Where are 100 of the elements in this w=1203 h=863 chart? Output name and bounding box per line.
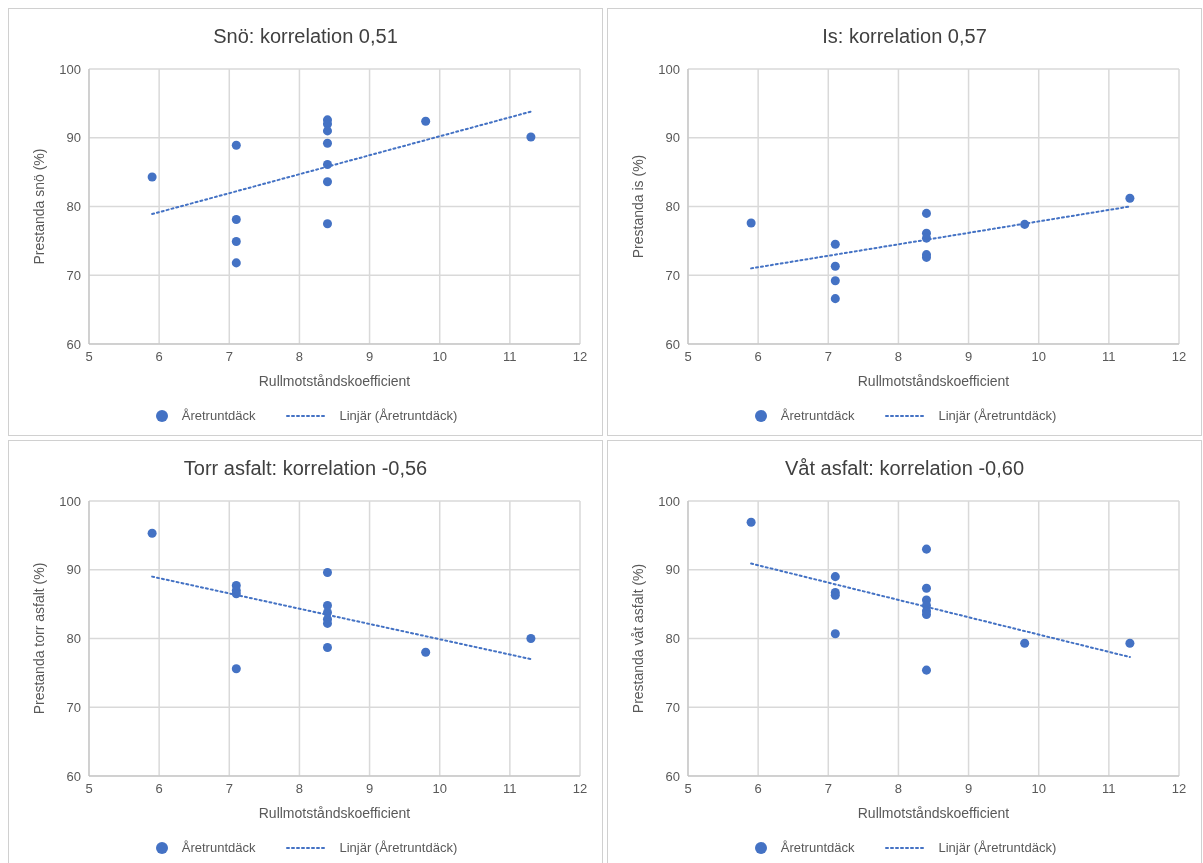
x-tick-label: 9 (964, 781, 973, 797)
x-tick-label: 7 (824, 781, 832, 797)
y-tick-label: 90 (66, 562, 81, 578)
point (526, 633, 536, 644)
y-axis-title: Prestanda snö (%) (30, 148, 47, 265)
legend-label: Åretruntdäck (780, 840, 855, 855)
x-tick-label: 8 (295, 781, 304, 797)
x-tick-label: 11 (503, 349, 517, 365)
point (830, 276, 840, 286)
x-tick-label: 10 (1031, 349, 1046, 365)
point (231, 664, 241, 674)
legend-label: Åretruntdäck (181, 408, 256, 423)
point (322, 567, 332, 578)
x-tick-label: 7 (824, 349, 832, 365)
x-tick-label: 10 (1031, 781, 1046, 797)
legend-label: Linjär (Åretruntdäck) (938, 840, 1057, 855)
chart-title: Våt asfalt: korrelation -0,60 (784, 457, 1025, 481)
point (322, 177, 332, 187)
x-tick-label: 6 (754, 349, 762, 365)
point (147, 528, 157, 538)
y-tick-label: 60 (66, 336, 81, 352)
x-tick-label: 5 (684, 781, 692, 797)
x-tick-label: 12 (1171, 349, 1187, 365)
point (526, 132, 536, 142)
point (830, 629, 840, 639)
x-tick-label: 9 (365, 349, 374, 365)
y-axis-title: Prestanda is (%) (629, 154, 646, 259)
x-tick-label: 10 (432, 781, 447, 797)
x-tick-label: 8 (894, 349, 903, 365)
point (1125, 193, 1135, 203)
legend-label: Åretruntdäck (181, 840, 256, 855)
point (1020, 638, 1030, 648)
y-tick-label: 90 (665, 130, 680, 146)
point (746, 218, 756, 228)
point (921, 208, 931, 218)
point (1125, 638, 1135, 648)
x-tick-label: 7 (225, 349, 233, 365)
point (830, 572, 840, 582)
x-tick-label: 11 (503, 781, 517, 797)
point (421, 647, 431, 657)
y-tick-label: 60 (665, 768, 680, 784)
point (921, 665, 931, 675)
x-tick-label: 12 (1171, 781, 1187, 797)
point (830, 261, 840, 271)
x-tick-label: 9 (964, 349, 973, 365)
legend-label: Linjär (Åretruntdäck) (938, 408, 1057, 423)
x-axis-title: Rullmotståndskoefficient (857, 373, 1010, 389)
x-axis-title: Rullmotståndskoefficient (857, 805, 1010, 821)
legend-label: Linjär (Åretruntdäck) (339, 840, 458, 855)
point (231, 237, 241, 247)
y-tick-label: 70 (665, 267, 680, 283)
y-tick-label: 90 (665, 562, 680, 578)
y-tick-label: 80 (66, 631, 81, 647)
chart-title: Is: korrelation 0,57 (821, 25, 988, 49)
y-tick-label: 70 (66, 267, 81, 283)
y-axis-title: Prestanda torr asfalt (%) (30, 562, 47, 715)
point (147, 172, 157, 182)
y-tick-label: 100 (658, 493, 680, 509)
legend-label: Linjär (Åretruntdäck) (339, 408, 458, 423)
y-tick-label: 70 (66, 699, 81, 715)
chart-title: Snö: korrelation 0,51 (212, 25, 399, 49)
point (322, 219, 332, 229)
x-tick-label: 5 (85, 349, 93, 365)
point (322, 126, 332, 136)
x-tick-label: 12 (572, 781, 588, 797)
point (231, 215, 241, 225)
x-tick-label: 11 (1102, 781, 1116, 797)
x-tick-label: 7 (225, 781, 233, 797)
point (830, 294, 840, 304)
x-tick-label: 6 (754, 781, 762, 797)
point (921, 544, 931, 554)
legend-label: Åretruntdäck (780, 408, 855, 423)
x-axis-title: Rullmotståndskoefficient (258, 805, 411, 821)
point (231, 140, 241, 150)
point (421, 116, 431, 126)
x-axis-title: Rullmotståndskoefficient (258, 373, 411, 389)
x-tick-label: 8 (295, 349, 304, 365)
x-tick-label: 6 (155, 781, 163, 797)
point (921, 583, 931, 593)
y-tick-label: 70 (665, 699, 680, 715)
x-tick-label: 5 (85, 781, 93, 797)
x-tick-label: 10 (432, 349, 447, 365)
x-tick-label: 5 (684, 349, 692, 365)
point (322, 642, 332, 652)
x-tick-label: 12 (572, 349, 588, 365)
y-axis-title: Prestanda våt asfalt (%) (629, 563, 646, 714)
y-tick-label: 80 (665, 199, 680, 215)
x-tick-label: 6 (155, 349, 163, 365)
point (322, 138, 332, 148)
point (746, 517, 756, 527)
y-tick-label: 100 (59, 493, 81, 509)
chart-title: Torr asfalt: korrelation -0,56 (182, 457, 429, 481)
y-tick-label: 80 (665, 631, 680, 647)
y-tick-label: 80 (66, 199, 81, 215)
point (231, 258, 241, 268)
y-tick-label: 60 (665, 336, 680, 352)
x-tick-label: 8 (894, 781, 903, 797)
x-tick-label: 11 (1102, 349, 1116, 365)
y-tick-label: 100 (59, 61, 81, 77)
y-tick-label: 60 (66, 768, 81, 784)
